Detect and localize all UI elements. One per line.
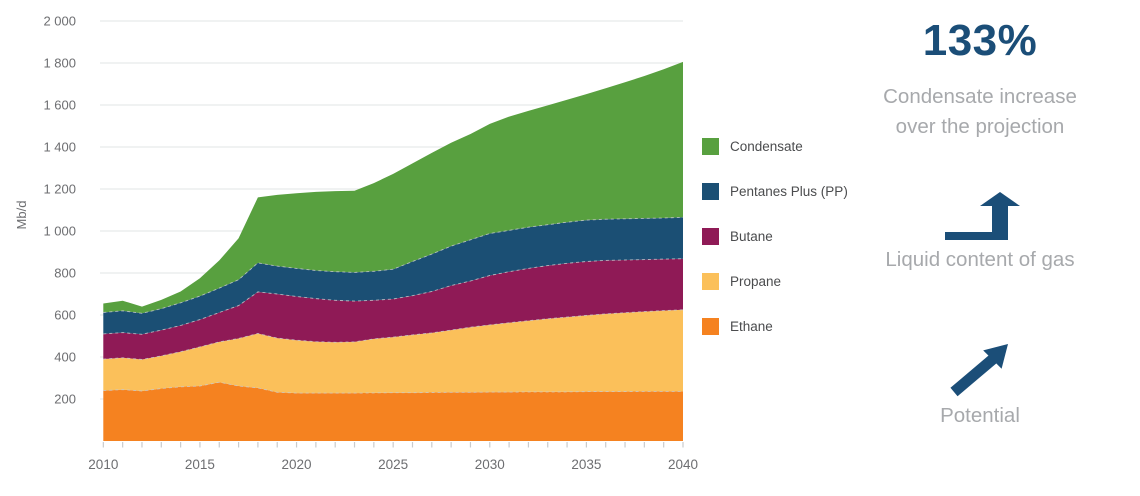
stats-panel: 133% Condensate increase over the projec… bbox=[860, 0, 1100, 496]
stacked-area-chart: 200 400 600 800 1 000 1 200 1 400 1 600 1 800 2 0… bbox=[14, 14, 698, 473]
area-series bbox=[103, 61, 684, 441]
area-condensate bbox=[103, 61, 684, 314]
area-butane bbox=[103, 258, 684, 360]
boundary-line bbox=[103, 258, 684, 335]
y-axis-tick-labels: 200 400 600 800 1 000 1 200 1 400 1 600 1 800 2 0… bbox=[43, 14, 76, 407]
x-tick-label-2015: 2015 bbox=[185, 457, 215, 472]
band-boundaries bbox=[103, 216, 684, 394]
y-tick-label-1800: 1 800 bbox=[43, 56, 76, 71]
x-tick-label-2025: 2025 bbox=[378, 457, 408, 472]
legend-swatch bbox=[702, 138, 719, 155]
headline-caption-line2: over the projection bbox=[895, 115, 1065, 138]
x-tick-label-2030: 2030 bbox=[475, 457, 505, 472]
x-tick-label-2035: 2035 bbox=[571, 457, 601, 472]
x-tick-label-2020: 2020 bbox=[282, 457, 312, 472]
x-tick-label-2010: 2010 bbox=[88, 457, 118, 472]
elbow-up-arrow-icon bbox=[945, 192, 1020, 240]
y-tick-label-1600: 1 600 bbox=[43, 98, 76, 113]
y-tick-label-1000: 1 000 bbox=[43, 224, 76, 239]
area-propane bbox=[103, 309, 684, 394]
headline-caption: Condensate increase over the projection bbox=[860, 82, 1100, 142]
y-tick-label-1400: 1 400 bbox=[43, 140, 76, 155]
headline-value: 133% bbox=[922, 16, 1038, 65]
liquid-content-label: Liquid content of gas bbox=[885, 248, 1075, 271]
legend-label: Pentanes Plus (PP) bbox=[730, 184, 848, 199]
legend-item-propane: Propane bbox=[702, 273, 848, 290]
y-axis-title: Mb/d bbox=[14, 201, 29, 230]
legend-label: Butane bbox=[730, 229, 773, 244]
y-tick-label-600: 600 bbox=[54, 308, 76, 323]
headline-caption-line1: Condensate increase bbox=[883, 85, 1077, 108]
y-tick-label-200: 200 bbox=[54, 392, 76, 407]
legend-item-ethane: Ethane bbox=[702, 318, 848, 335]
legend-label: Condensate bbox=[730, 139, 803, 154]
legend-label: Propane bbox=[730, 274, 782, 289]
legend-swatch bbox=[702, 273, 719, 290]
legend-swatch bbox=[702, 318, 719, 335]
legend-swatch bbox=[702, 228, 719, 245]
x-axis-ticks bbox=[102, 442, 684, 448]
boundary-line bbox=[103, 309, 684, 360]
y-tick-label-400: 400 bbox=[54, 350, 76, 365]
y-tick-label-800: 800 bbox=[54, 266, 76, 281]
y-tick-label-1200: 1 200 bbox=[43, 182, 76, 197]
y-tick-label-2000: 2 000 bbox=[43, 14, 76, 29]
legend-item-condensate: Condensate bbox=[702, 138, 848, 155]
boundary-line bbox=[103, 381, 683, 394]
area-ethane bbox=[103, 382, 684, 441]
diagonal-up-arrow-icon bbox=[950, 344, 1008, 397]
potential-label: Potential bbox=[940, 404, 1020, 427]
legend-label: Ethane bbox=[730, 319, 773, 334]
legend-swatch bbox=[702, 183, 719, 200]
x-axis-tick-labels: 2010 2015 2020 2025 2030 2035 2040 bbox=[88, 457, 698, 472]
legend: Condensate Pentanes Plus (PP) Butane Propan… bbox=[702, 138, 848, 363]
legend-item-pentanes-plus-pp-: Pentanes Plus (PP) bbox=[702, 183, 848, 200]
area-pentanes-plus-pp- bbox=[103, 217, 684, 335]
legend-item-butane: Butane bbox=[702, 228, 848, 245]
x-tick-label-2040: 2040 bbox=[668, 457, 698, 472]
